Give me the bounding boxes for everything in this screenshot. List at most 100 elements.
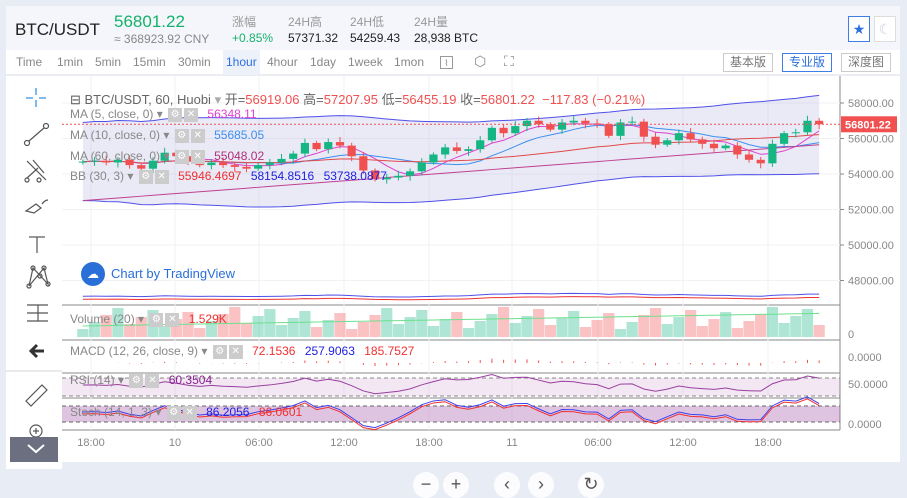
chart-area[interactable]: 58000.00 56000.00 54000.00 52000.00 50000.00… xyxy=(62,76,900,498)
x-tick-label: 18:00 xyxy=(77,437,105,449)
indicator-name: Stoch (14, 1, 3) xyxy=(70,405,153,419)
back-arrow-icon[interactable] xyxy=(28,343,44,359)
candle-body xyxy=(780,133,789,144)
theme-toggle-button[interactable]: ☾ xyxy=(874,16,896,42)
gear-icon[interactable]: ⚙ xyxy=(212,344,227,359)
brush-icon[interactable] xyxy=(24,199,49,214)
candle xyxy=(335,137,345,149)
candle-body xyxy=(651,136,660,145)
interval-time[interactable]: Time xyxy=(16,55,43,69)
stat-label: 涨幅 xyxy=(232,15,257,29)
candle-body xyxy=(674,133,683,141)
volume-bar xyxy=(381,308,393,337)
volume-bar xyxy=(217,314,229,337)
candle xyxy=(628,116,637,126)
candle-body xyxy=(663,140,672,145)
volume-bar xyxy=(533,309,545,337)
price-chart[interactable]: 58000.00 56000.00 54000.00 52000.00 50000.00… xyxy=(62,76,900,462)
gear-icon[interactable]: ⚙ xyxy=(149,312,164,327)
candle-body xyxy=(709,143,719,149)
zoom-in-button[interactable]: + xyxy=(443,472,469,498)
last-price-label: 56801.22 xyxy=(845,119,891,131)
interval-4hour[interactable]: 4hour xyxy=(267,55,298,69)
candle-body xyxy=(242,166,251,169)
zoom-in-icon[interactable] xyxy=(29,424,43,438)
volume-bar xyxy=(287,318,299,337)
trend-line-icon[interactable] xyxy=(23,122,50,147)
candle-body xyxy=(441,147,450,155)
gear-icon[interactable]: ⚙ xyxy=(138,169,153,184)
candle-body xyxy=(347,145,356,157)
candle xyxy=(160,147,169,164)
chevron-down-icon[interactable] xyxy=(27,444,45,454)
main-legend: ⊟ BTC/USDT, 60, Huobi ▾ 开=56919.06 高=572… xyxy=(70,92,646,107)
open-value: 56919.06 xyxy=(245,92,300,107)
text-icon[interactable] xyxy=(29,236,45,253)
candle xyxy=(125,155,134,169)
scroll-left-button[interactable]: ‹ xyxy=(494,472,520,498)
fullscreen-icon[interactable]: ⛶ xyxy=(504,53,514,69)
volume-bar xyxy=(673,317,685,337)
interval-5min[interactable]: 5min xyxy=(95,55,122,69)
pattern-icon[interactable] xyxy=(26,265,51,289)
close-icon[interactable]: ✕ xyxy=(154,169,169,184)
candle-body xyxy=(90,160,99,162)
candle xyxy=(359,151,368,174)
settings-icon[interactable]: ⬡ xyxy=(474,53,487,69)
close-icon[interactable]: ✕ xyxy=(190,149,205,164)
candle-body xyxy=(593,123,602,125)
volume-bar xyxy=(497,307,510,337)
interval-1week[interactable]: 1week xyxy=(348,55,383,69)
gear-icon[interactable]: ⚙ xyxy=(166,405,181,420)
view-pro-button[interactable]: 专业版 xyxy=(782,53,833,72)
ticker-header: BTC/USDT 56801.22 ≈ 368923.92 CNY 涨幅 +0.… xyxy=(6,6,900,50)
candle xyxy=(815,117,824,130)
favorite-button[interactable]: ★ xyxy=(848,16,870,42)
indicator-name: MA (60, close, 0) xyxy=(70,149,161,163)
close-icon[interactable]: ✕ xyxy=(228,344,243,359)
candle xyxy=(756,156,765,169)
volume-bar xyxy=(462,328,475,337)
scroll-right-button[interactable]: › xyxy=(528,472,554,498)
volume-bar xyxy=(205,321,218,337)
candle-body xyxy=(312,142,321,150)
view-basic-button[interactable]: 基本版 xyxy=(723,53,774,72)
candle xyxy=(534,116,543,128)
volume-bar xyxy=(638,315,650,337)
candle-body xyxy=(406,171,415,176)
crosshair-icon[interactable] xyxy=(26,88,46,107)
interval-1day[interactable]: 1day xyxy=(310,55,337,69)
ruler-icon[interactable] xyxy=(25,384,48,407)
gear-icon[interactable]: ⚙ xyxy=(174,128,189,143)
reset-button[interactable]: ↻ xyxy=(578,472,604,498)
candle xyxy=(429,152,438,165)
close-icon[interactable]: ✕ xyxy=(190,128,205,143)
close-icon[interactable]: ✕ xyxy=(182,405,197,420)
gear-icon[interactable]: ⚙ xyxy=(168,107,183,122)
volume-bar xyxy=(720,312,732,337)
candle xyxy=(324,138,333,154)
gear-icon[interactable]: ⚙ xyxy=(174,149,189,164)
view-depth-button[interactable]: 深度图 xyxy=(841,53,892,72)
candle-body xyxy=(546,124,555,130)
zoom-out-button[interactable]: − xyxy=(413,472,439,498)
close-icon[interactable]: ✕ xyxy=(145,373,160,388)
candle-body xyxy=(522,120,532,127)
candle-body xyxy=(78,161,87,163)
candle xyxy=(651,132,660,149)
pitchfork-icon[interactable] xyxy=(24,159,47,183)
indicator-name: Volume (20) xyxy=(70,312,135,326)
interval-30min[interactable]: 30min xyxy=(178,55,211,69)
gear-icon[interactable]: ⚙ xyxy=(129,373,144,388)
measure-icon[interactable] xyxy=(27,304,48,322)
interval-15min[interactable]: 15min xyxy=(133,55,166,69)
interval-1mon[interactable]: 1mon xyxy=(394,55,425,69)
close-icon[interactable]: ✕ xyxy=(165,312,180,327)
close-icon[interactable]: ✕ xyxy=(184,107,199,122)
stat-label: 24H低 xyxy=(350,15,385,29)
indicator-icon[interactable]: ⌇ xyxy=(440,56,453,69)
interval-1hour[interactable]: 1hour xyxy=(223,50,260,75)
interval-1min[interactable]: 1min xyxy=(57,55,84,69)
tradingview-watermark[interactable]: ☁ Chart by TradingView xyxy=(81,262,235,286)
candle-body xyxy=(452,147,461,151)
